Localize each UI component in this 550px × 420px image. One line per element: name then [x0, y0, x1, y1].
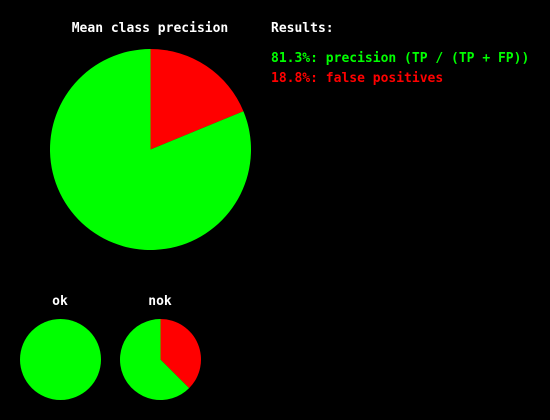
- nok-pie-chart: [120, 319, 201, 400]
- false-positives-result: 18.8%: false positives: [271, 71, 444, 86]
- pie-slice-precision: [120, 319, 190, 400]
- ok-chart-title: ok: [52, 294, 68, 309]
- pie-slice-precision: [20, 319, 101, 400]
- results-heading: Results:: [271, 21, 334, 36]
- ok-pie-chart: [20, 319, 101, 400]
- precision-result: 81.3%: precision (TP / (TP + FP)): [271, 51, 530, 66]
- pie-slice-false-positives: [150, 49, 244, 150]
- main-pie-chart: [49, 49, 252, 251]
- pie-slice-false-positives: [160, 319, 201, 389]
- pie-slice-precision: [49, 49, 252, 251]
- nok-chart-title: nok: [148, 294, 172, 309]
- main-chart-title: Mean class precision: [71, 21, 229, 36]
